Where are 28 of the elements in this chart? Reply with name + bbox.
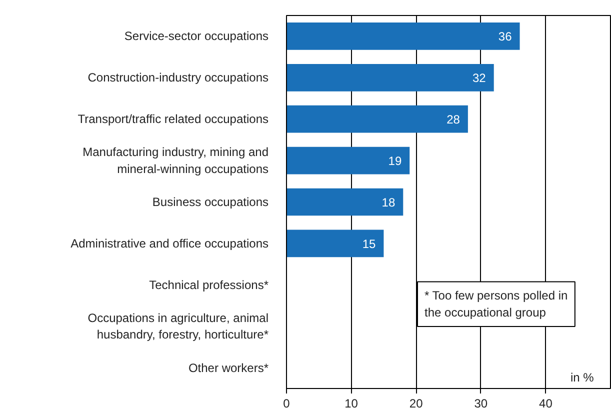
y-tick-label: Occupations in agriculture, animal husbandry, forestry, horticulture* [88, 310, 269, 342]
y-tick-label: Transport/traffic related occupations [78, 112, 268, 126]
y-tick-label: Service-sector occupations [124, 29, 269, 44]
data-label: 19 [388, 154, 402, 168]
x-tick-label: 0 [283, 396, 290, 410]
data-label: 32 [472, 71, 486, 86]
annotation: * Too few persons polled in the occupational group [424, 288, 568, 320]
bar [286, 188, 404, 216]
bar [286, 105, 468, 133]
x-tick-label: 30 [474, 396, 488, 410]
x-tick-label: 40 [539, 396, 553, 410]
bar [286, 146, 410, 174]
y-tick-label: Technical professions* [149, 278, 269, 292]
data-label: 28 [446, 112, 460, 127]
y-tick-label: Manufacturing industry, mining and mineral-winning occupations [82, 145, 269, 176]
bar [286, 230, 384, 258]
data-label: 15 [362, 236, 376, 251]
x-tick-label: 10 [344, 396, 358, 410]
y-tick-label: Construction-industry occupations [88, 70, 269, 85]
bar [286, 64, 494, 92]
x-tick-label: 20 [409, 396, 424, 410]
y-tick-label: Administrative and office occupations [70, 236, 268, 250]
bar [286, 22, 520, 50]
x-axis-title: in % [570, 370, 594, 384]
data-label: 36 [498, 30, 512, 44]
data-label: 18 [382, 196, 396, 210]
y-tick-label: Other workers* [188, 360, 269, 375]
y-tick-label: Business occupations [152, 195, 269, 209]
